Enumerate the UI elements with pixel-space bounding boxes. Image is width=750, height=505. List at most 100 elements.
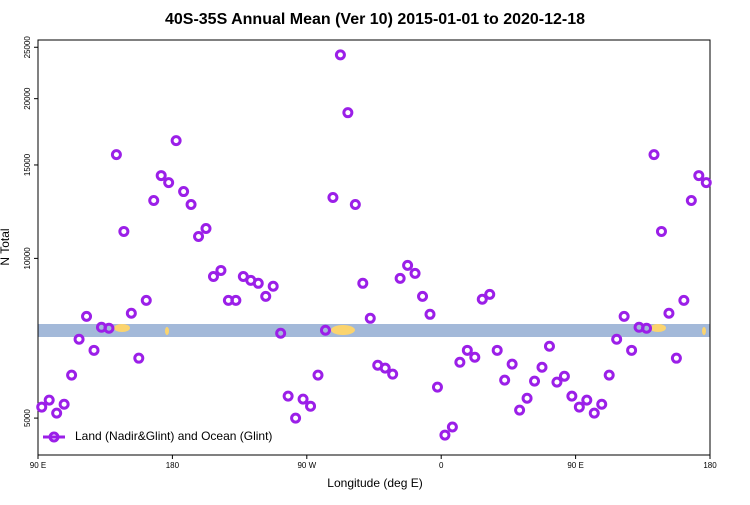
x-tick-label: 90 E [567, 461, 583, 470]
plot-frame [37, 39, 711, 456]
point [431, 381, 443, 393]
point [626, 344, 638, 356]
point [603, 369, 615, 381]
point [543, 340, 555, 352]
x-tick-label: 90 E [30, 461, 46, 470]
point [678, 294, 690, 306]
chart-title: 40S-35S Annual Mean (Ver 10) 2015-01-01 … [165, 11, 585, 28]
x-tick-label: 0 [439, 461, 444, 470]
point [618, 310, 630, 322]
point [140, 294, 152, 306]
point [446, 421, 458, 433]
point [260, 290, 272, 302]
point [81, 310, 93, 322]
point [342, 107, 354, 119]
point [319, 324, 331, 336]
point [529, 375, 541, 387]
point [693, 170, 705, 182]
point [43, 394, 55, 406]
point [312, 369, 324, 381]
point [476, 293, 488, 305]
point [454, 356, 466, 368]
y-tick-label: 5000 [23, 409, 32, 427]
point [73, 333, 85, 345]
point [215, 264, 227, 276]
legend-marker [48, 431, 60, 443]
point [409, 267, 421, 279]
point [267, 280, 279, 292]
point [648, 149, 660, 161]
x-tick-label: 180 [703, 461, 717, 470]
point [670, 352, 682, 364]
map-strip [38, 324, 710, 337]
x-axis-label: Longitude (deg E) [327, 476, 422, 490]
point [514, 404, 526, 416]
point [88, 344, 100, 356]
point [499, 374, 511, 386]
point [327, 191, 339, 203]
point [566, 390, 578, 402]
point [581, 394, 593, 406]
y-axis-label: N Total [0, 228, 12, 265]
y-tick-label: 20000 [23, 87, 32, 110]
point [573, 401, 585, 413]
point [424, 308, 436, 320]
point [551, 376, 563, 388]
point [402, 259, 414, 271]
y-tick-label: 10000 [23, 247, 32, 270]
y-tick-label: 25000 [23, 36, 32, 59]
point [521, 392, 533, 404]
point [655, 225, 667, 237]
point [357, 277, 369, 289]
point [252, 277, 264, 289]
point [663, 307, 675, 319]
point [125, 307, 137, 319]
point [207, 270, 219, 282]
point [200, 222, 212, 234]
point [394, 272, 406, 284]
point [118, 225, 130, 237]
point [641, 322, 653, 334]
point [170, 135, 182, 147]
point [230, 294, 242, 306]
x-tick-label: 180 [166, 461, 180, 470]
point [103, 322, 115, 334]
point [506, 358, 518, 370]
point [596, 398, 608, 410]
point [275, 327, 287, 339]
point [163, 177, 175, 189]
point [417, 290, 429, 302]
point [334, 49, 346, 61]
point [305, 400, 317, 412]
point [58, 398, 70, 410]
point [282, 390, 294, 402]
point [155, 170, 167, 182]
point [536, 361, 548, 373]
point [36, 401, 48, 413]
legend-label: Land (Nadir&Glint) and Ocean (Glint) [75, 429, 272, 443]
point [439, 429, 451, 441]
x-tick-label: 90 W [297, 461, 316, 470]
point [700, 177, 712, 189]
point [484, 288, 496, 300]
point [469, 351, 481, 363]
point [185, 198, 197, 210]
point [364, 312, 376, 324]
point [387, 368, 399, 380]
point [148, 195, 160, 207]
point [685, 195, 697, 207]
point [379, 362, 391, 374]
point [349, 198, 361, 210]
point [588, 407, 600, 419]
point [110, 149, 122, 161]
point [611, 333, 623, 345]
point [558, 370, 570, 382]
point [461, 344, 473, 356]
point [51, 407, 63, 419]
point [193, 231, 205, 243]
point [297, 393, 309, 405]
point [66, 369, 78, 381]
y-tick-label: 15000 [23, 153, 32, 176]
point [178, 186, 190, 198]
